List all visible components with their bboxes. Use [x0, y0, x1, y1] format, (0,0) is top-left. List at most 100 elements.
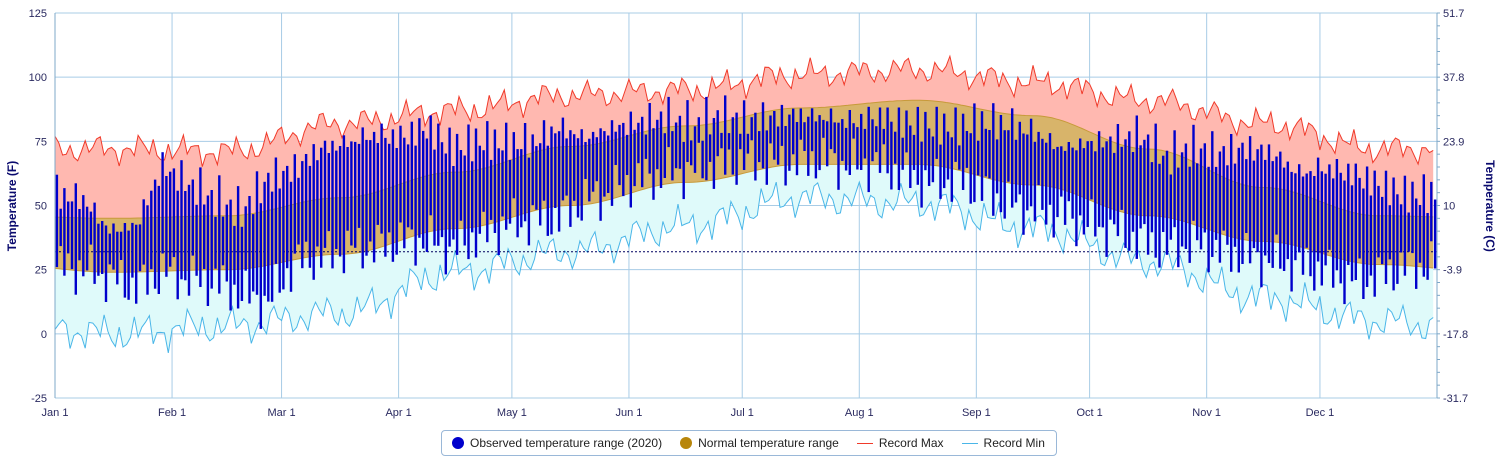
observed-day-bar — [1154, 123, 1157, 258]
observed-day-bar — [576, 138, 580, 218]
observed-day-bar — [686, 100, 689, 162]
x-tick-label: Jan 1 — [42, 407, 69, 419]
observed-day-bar — [648, 103, 651, 174]
observed-day-bar — [724, 95, 727, 175]
observed-day-bar — [894, 131, 897, 164]
observed-day-bar — [557, 131, 561, 232]
observed-day-bar — [508, 159, 512, 224]
observed-day-bar — [225, 204, 228, 282]
observed-day-bar — [1233, 163, 1237, 247]
observed-day-bar — [346, 147, 349, 231]
observed-day-bar — [844, 127, 848, 171]
observed-day-bar — [671, 131, 674, 181]
observed-day-bar — [455, 133, 459, 255]
observed-day-bar — [1365, 166, 1369, 287]
observed-day-bar — [425, 138, 429, 252]
observed-day-bar — [1097, 131, 1101, 227]
observed-day-bar — [448, 127, 451, 247]
observed-day-bar — [1214, 166, 1218, 240]
observed-day-bar — [863, 128, 867, 159]
observed-day-bar — [236, 186, 240, 309]
observed-day-bar — [1324, 173, 1327, 266]
x-tick-label: Feb 1 — [158, 407, 186, 419]
observed-day-bar — [248, 196, 251, 304]
observed-day-bar — [758, 131, 761, 163]
y-left-tick-label: 100 — [29, 72, 47, 84]
observed-day-bar — [1075, 150, 1078, 247]
observed-day-bar — [901, 137, 904, 170]
observed-day-bar — [1426, 213, 1429, 280]
observed-day-bar — [1252, 160, 1256, 249]
observed-day-bar — [520, 149, 523, 228]
observed-bars — [55, 95, 1437, 329]
observed-day-bar — [905, 110, 908, 153]
observed-day-bar — [440, 142, 444, 238]
observed-day-bar — [1384, 170, 1388, 284]
observed-day-bar — [244, 206, 247, 271]
observed-day-bar — [161, 152, 164, 254]
observed-day-bar — [282, 170, 285, 290]
observed-day-bar — [1335, 159, 1339, 271]
observed-day-bar — [1332, 178, 1335, 288]
observed-day-bar — [1237, 147, 1240, 273]
x-tick-label: Jun 1 — [615, 407, 642, 419]
observed-day-bar — [591, 131, 595, 192]
observed-day-bar — [131, 222, 134, 278]
observed-day-bar — [731, 117, 734, 175]
observed-day-bar — [142, 199, 145, 265]
observed-day-bar — [1109, 136, 1112, 220]
observed-day-bar — [1305, 173, 1308, 248]
observed-day-bar — [422, 130, 425, 249]
observed-day-bar — [82, 195, 85, 277]
observed-day-bar — [803, 122, 806, 151]
observed-day-bar — [1407, 212, 1410, 252]
observed-day-bar — [927, 128, 931, 186]
observed-day-bar — [218, 175, 221, 294]
observed-day-bar — [875, 126, 878, 153]
observed-day-bar — [1298, 164, 1301, 253]
legend-normal[interactable]: Normal temperature range — [680, 436, 839, 450]
legend-record-min[interactable]: Record Min — [961, 436, 1045, 450]
observed-day-bar — [410, 121, 413, 230]
observed-day-bar — [210, 190, 213, 289]
x-tick-label: May 1 — [497, 407, 527, 419]
observed-day-bar — [1063, 150, 1067, 225]
observed-day-bar — [357, 143, 361, 228]
observed-day-bar — [1226, 165, 1229, 245]
observed-day-bar — [1309, 171, 1312, 277]
observed-day-bar — [761, 102, 765, 169]
observed-day-bar — [935, 106, 938, 159]
observed-day-bar — [1313, 176, 1316, 291]
observed-day-bar — [1113, 152, 1116, 225]
normal-dot-icon — [680, 437, 693, 449]
observed-day-bar — [995, 139, 999, 194]
observed-day-bar — [1422, 174, 1425, 277]
observed-day-bar — [444, 153, 447, 275]
observed-day-bar — [1048, 133, 1052, 205]
normal-low-line — [54, 163, 1434, 273]
observed-day-bar — [1275, 156, 1278, 235]
observed-day-bar — [1090, 141, 1093, 200]
y-left-tick-label: 25 — [35, 265, 47, 277]
observed-day-bar — [792, 108, 795, 155]
observed-day-bar — [199, 167, 202, 287]
observed-day-bar — [735, 112, 738, 185]
observed-day-bar — [618, 124, 621, 186]
observed-day-bar — [320, 147, 323, 268]
observed-day-bar — [1320, 171, 1323, 286]
legend-record-max[interactable]: Record Max — [856, 436, 944, 450]
observed-day-bar — [1018, 121, 1021, 195]
legend-observed[interactable]: Observed temperature range (2020) — [452, 436, 662, 450]
observed-day-bar — [599, 128, 602, 221]
x-tick-label: Jul 1 — [731, 407, 754, 419]
observed-day-bar — [1430, 181, 1433, 242]
x-tick-label: Nov 1 — [1192, 407, 1221, 419]
observed-day-bar — [376, 143, 379, 225]
observed-day-bar — [607, 135, 610, 193]
observed-day-bar — [1184, 143, 1188, 249]
observed-day-bar — [316, 160, 319, 247]
observed-day-bar — [1241, 142, 1244, 264]
observed-day-bar — [335, 150, 338, 249]
observed-day-bar — [1022, 133, 1025, 235]
observed-day-bar — [663, 133, 666, 178]
